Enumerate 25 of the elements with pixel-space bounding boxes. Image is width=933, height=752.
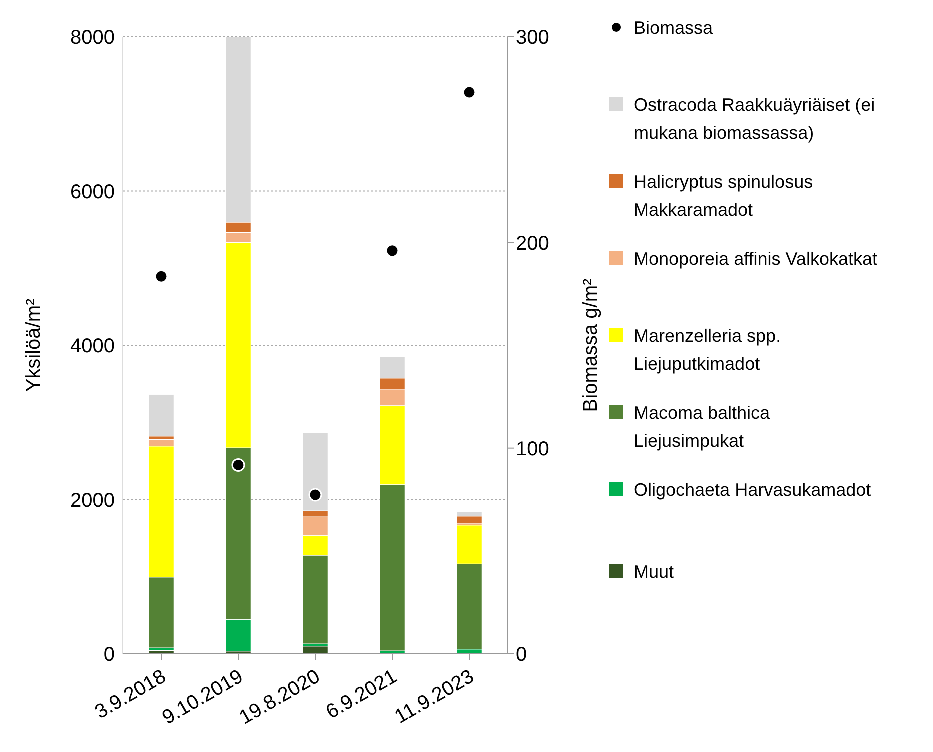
y-tick-label: 8000	[70, 27, 115, 50]
y-tick-label: 6000	[70, 181, 115, 204]
y2-tick-label: 0	[516, 644, 528, 666]
y2-tick-label: 300	[516, 27, 550, 50]
bar	[148, 394, 174, 437]
legend-label: Marenzelleria spp. Liejuputkimadot	[634, 325, 782, 376]
y-tick-label: 4000	[70, 336, 115, 358]
point	[308, 488, 322, 502]
legend-label: Macoma balthica Liejusimpukat	[634, 402, 772, 453]
legend-label: Halicryptus spinulosus Makkaramadot	[634, 171, 814, 222]
legend-label: Biomassa	[634, 17, 714, 40]
y-tick-label: 0	[104, 644, 115, 666]
legend-label: Monoporeia affinis Valkokatkat	[634, 248, 878, 271]
legend-label: Ostracoda Raakkuäyriäiset (ei mukana biomassassa)	[634, 94, 876, 145]
point	[462, 86, 476, 100]
y2-tick-label: 200	[516, 232, 550, 255]
point	[386, 244, 400, 258]
legend-label: Muut	[634, 561, 676, 584]
legend-label: Oligochaeta Harvasukamadot	[634, 479, 872, 502]
y-axis-title: Yksilöä/m²	[23, 298, 46, 392]
y2-tick-label: 100	[516, 438, 550, 460]
point	[232, 458, 246, 472]
y2-axis-title: Biomassa g/m²	[580, 278, 602, 412]
point	[154, 270, 168, 284]
y-tick-label: 2000	[70, 490, 115, 512]
